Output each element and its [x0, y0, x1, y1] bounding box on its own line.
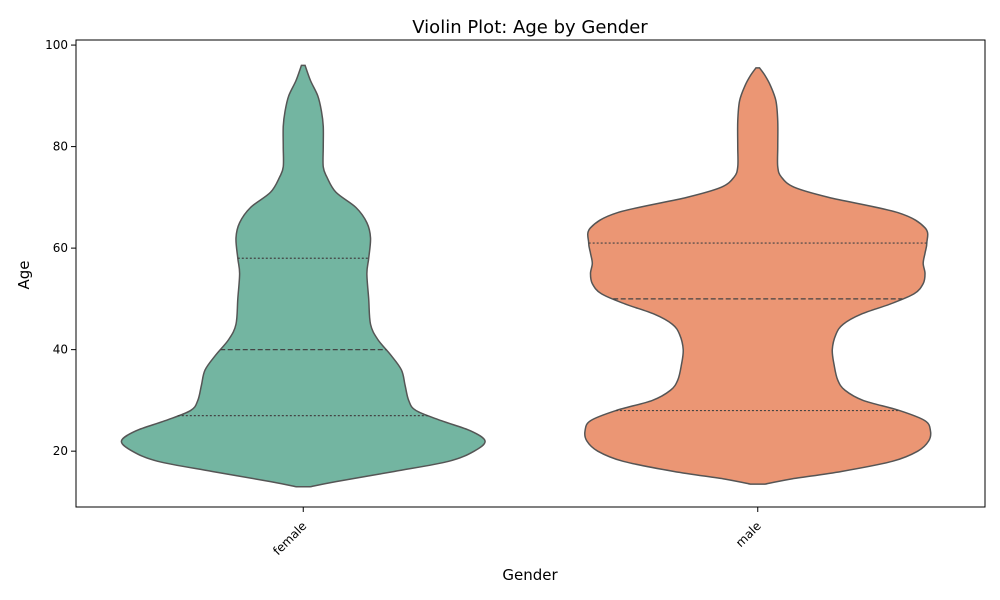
- x-axis-ticks: female male: [270, 507, 764, 558]
- violin-female: [120, 64, 486, 488]
- x-tick-label-female: female: [270, 519, 309, 558]
- x-axis-label: Gender: [502, 566, 558, 584]
- chart-title: Violin Plot: Age by Gender: [412, 17, 648, 38]
- y-axis-ticks: 20 40 60 80 100: [45, 38, 76, 458]
- y-tick-label: 60: [53, 241, 68, 255]
- y-tick-label: 80: [53, 140, 68, 154]
- violin-male: [584, 67, 932, 485]
- violins-group: [120, 64, 932, 488]
- plot-frame: [75, 39, 986, 508]
- y-tick-label: 100: [45, 38, 68, 52]
- y-axis-label: Age: [15, 260, 33, 289]
- x-tick-label-male: male: [733, 519, 764, 550]
- y-tick-label: 40: [53, 343, 68, 357]
- y-tick-label: 20: [53, 444, 68, 458]
